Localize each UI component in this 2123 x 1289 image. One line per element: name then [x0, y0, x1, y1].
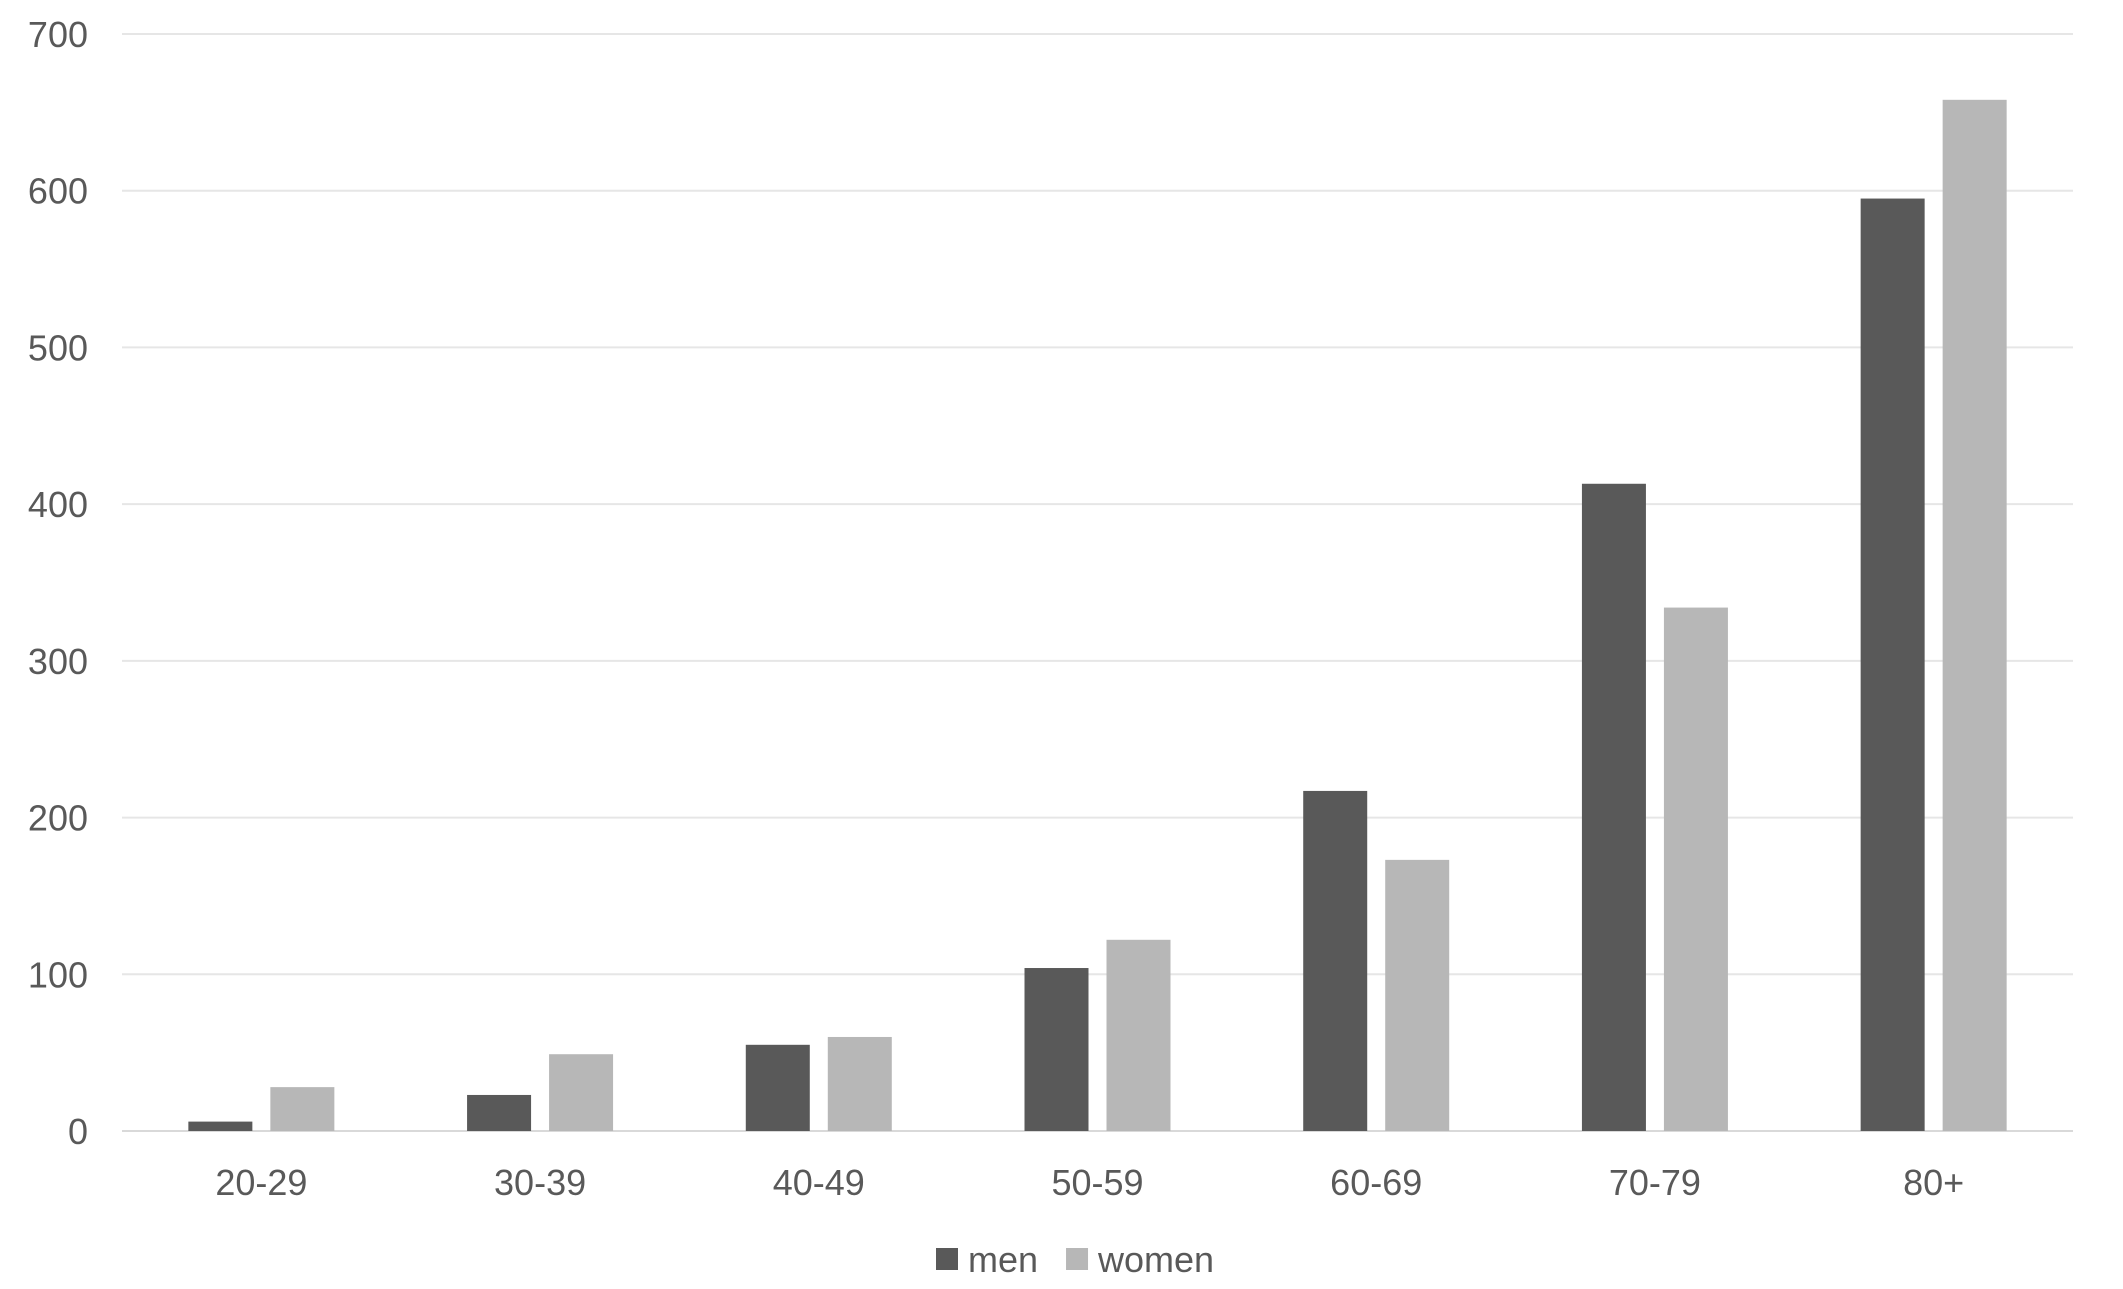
x-tick-label: 80+	[1903, 1162, 1964, 1203]
bar-women	[1663, 607, 1728, 1131]
bar-women	[1106, 939, 1171, 1131]
legend-swatch-women	[1066, 1248, 1089, 1270]
bar-women	[549, 1054, 614, 1131]
bar-men	[467, 1094, 532, 1131]
bar-men	[1303, 790, 1368, 1131]
legend-label-women: women	[1097, 1239, 1214, 1280]
y-tick-label: 0	[68, 1111, 88, 1152]
bar-women	[1942, 99, 2007, 1132]
bar-men	[1581, 483, 1646, 1131]
x-tick-label: 60-69	[1330, 1162, 1422, 1203]
bar-men	[745, 1044, 810, 1131]
y-tick-label: 200	[28, 798, 88, 839]
bar-women	[827, 1036, 892, 1131]
bar-men	[1024, 968, 1089, 1131]
bar-women	[1385, 859, 1450, 1131]
bar-men	[1860, 198, 1925, 1132]
x-tick-label: 40-49	[773, 1162, 865, 1203]
legend-swatch-men	[936, 1248, 958, 1270]
bar-men	[188, 1121, 253, 1131]
bar-women	[270, 1087, 335, 1131]
y-tick-label: 300	[28, 641, 88, 682]
x-tick-label: 50-59	[1051, 1162, 1143, 1203]
legend-label-men: men	[968, 1239, 1038, 1280]
x-tick-label: 70-79	[1609, 1162, 1701, 1203]
x-tick-label: 30-39	[494, 1162, 586, 1203]
y-tick-label: 100	[28, 954, 88, 995]
y-tick-label: 600	[28, 171, 88, 212]
y-tick-label: 400	[28, 484, 88, 525]
y-tick-label: 500	[28, 327, 88, 368]
y-tick-label: 700	[28, 14, 88, 55]
x-tick-label: 20-29	[215, 1162, 307, 1203]
